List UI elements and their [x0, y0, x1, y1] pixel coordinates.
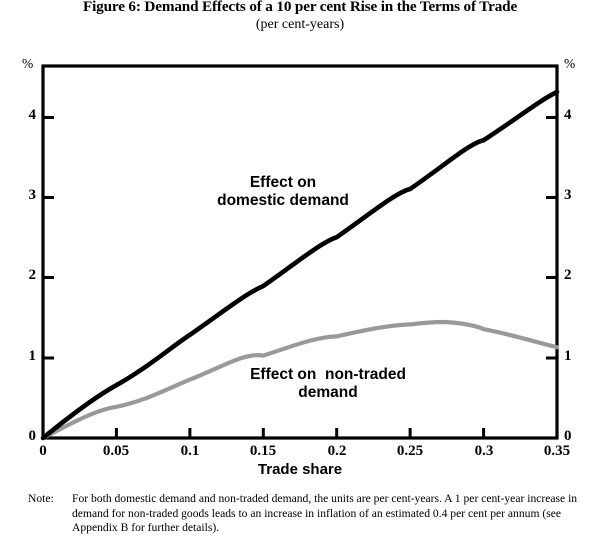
figure-note: Note: For both domestic demand and non-t…: [28, 492, 584, 536]
x-tick-label-0: 0: [39, 443, 47, 459]
x-tick-label-3: 0.15: [249, 443, 277, 459]
y-axis-ticks-left: [43, 116, 54, 440]
x-axis-title: Trade share: [257, 461, 343, 478]
y-tick-label-1: 1: [28, 348, 37, 364]
y-tick-label-right-4: 4: [564, 107, 572, 123]
note-label: Note:: [28, 492, 54, 505]
x-tick-label-4: 0.2: [327, 443, 347, 459]
series-line-nontraded: [40, 319, 560, 441]
x-tick-label-7: 0.35: [543, 443, 571, 459]
y-tick-label-3: 3: [28, 187, 37, 203]
annotation-nontraded-demand: Effect on non-traded demand: [250, 366, 406, 401]
x-tick-label-5: 0.25: [396, 443, 424, 459]
note-text: For both domestic demand and non-traded …: [72, 492, 578, 535]
chart-area: % % 0 1 2 3 4 0 1 2 3 4 0 0.05 0.1 0.15 …: [22, 56, 576, 478]
y-tick-label-0: 0: [28, 428, 37, 444]
y-tick-label-right-1: 1: [564, 348, 572, 364]
figure-subtitle: (per cent-years): [255, 17, 345, 32]
y-tick-label-2: 2: [28, 267, 37, 283]
figure-title: Figure 6: Demand Effects of a 10 per cen…: [82, 0, 518, 15]
annotation-domestic-demand: Effect on domestic demand: [217, 174, 349, 209]
chart-svg: [40, 64, 560, 441]
plot-frame: [41, 64, 559, 440]
x-tick-label-6: 0.3: [474, 443, 494, 459]
y-tick-label-right-3: 3: [564, 187, 572, 203]
x-tick-label-1: 0.05: [102, 443, 130, 459]
y-tick-label-4: 4: [28, 107, 37, 123]
y-axis-unit-right: %: [564, 56, 576, 71]
series-line-domestic: [40, 89, 560, 441]
y-tick-label-right-2: 2: [564, 267, 572, 283]
y-tick-label-right-0: 0: [564, 428, 572, 444]
y-axis-ticks-right: [546, 116, 557, 440]
y-axis-unit-left: %: [22, 56, 34, 71]
x-tick-label-2: 0.1: [180, 443, 200, 459]
